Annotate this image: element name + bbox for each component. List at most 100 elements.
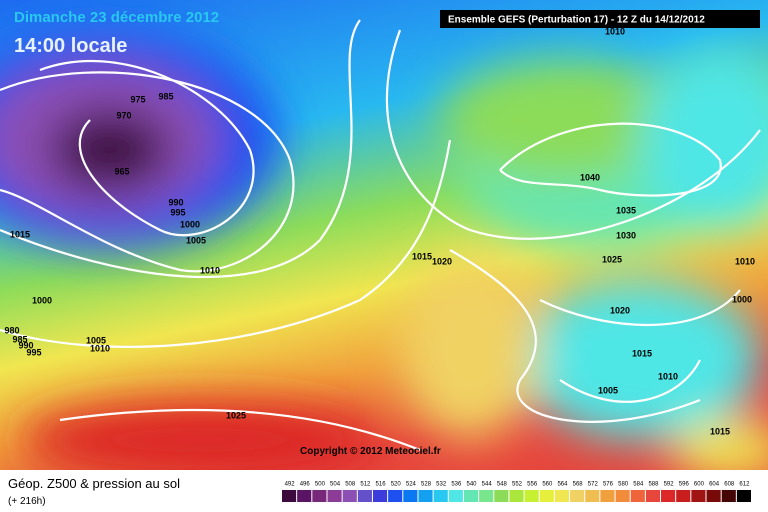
isobars xyxy=(0,19,761,452)
scale-label: 552 xyxy=(512,482,523,488)
model-box xyxy=(440,10,760,28)
scale-swatch xyxy=(403,490,418,502)
date-label: Dimanche 23 décembre 2012 xyxy=(14,9,219,26)
isobar-label: 1000 xyxy=(732,294,752,304)
scale-label: 556 xyxy=(527,482,538,488)
scale-label: 548 xyxy=(497,482,508,488)
scale-label: 588 xyxy=(648,482,659,488)
scale-swatch xyxy=(706,490,721,502)
isobar-label: 990 xyxy=(168,197,183,207)
scale-swatch xyxy=(524,490,539,502)
isobar-label: 1015 xyxy=(10,229,30,239)
scale-label: 612 xyxy=(739,482,750,488)
scale-label: 492 xyxy=(285,482,296,488)
scale-label: 540 xyxy=(467,482,478,488)
scale-swatch xyxy=(494,490,509,502)
isobar-label: 1010 xyxy=(605,26,625,36)
scale-swatch xyxy=(388,490,403,502)
scale-swatch xyxy=(736,490,751,502)
isobar-label: 1015 xyxy=(412,251,432,261)
isobar-label: 1025 xyxy=(226,410,246,420)
scale-label: 520 xyxy=(391,482,402,488)
scale-swatch xyxy=(615,490,630,502)
scale-swatch xyxy=(297,490,312,502)
scale-swatch xyxy=(691,490,706,502)
scale-label: 536 xyxy=(451,482,462,488)
scale-swatch xyxy=(479,490,494,502)
copyright: Copyright © 2012 Meteociel.fr xyxy=(300,446,441,457)
isobar-label: 1020 xyxy=(432,256,452,266)
isobar-label: 1005 xyxy=(598,385,618,395)
isobar-label: 1005 xyxy=(86,335,106,345)
scale-label: 580 xyxy=(618,482,629,488)
scale-label: 568 xyxy=(573,482,584,488)
scale-label: 504 xyxy=(330,482,341,488)
footer-title: Géop. Z500 & pression au sol xyxy=(8,476,180,491)
scale-label: 608 xyxy=(724,482,735,488)
scale-label: 500 xyxy=(315,482,326,488)
isobar-label: 975 xyxy=(130,94,145,104)
isobar-label: 1010 xyxy=(735,256,755,266)
scale-swatch xyxy=(372,490,388,502)
isobar-label: 1040 xyxy=(580,172,600,182)
scale-label: 512 xyxy=(360,482,371,488)
footer-lead: (+ 216h) xyxy=(8,496,46,507)
scale-label: 604 xyxy=(709,482,720,488)
isobar-label: 985 xyxy=(12,334,27,344)
scale-swatch xyxy=(554,490,570,502)
scale-label: 524 xyxy=(406,482,417,488)
scale-swatch xyxy=(676,490,691,502)
isobar-label: 1000 xyxy=(32,295,52,305)
isobar-label: 1010 xyxy=(658,371,678,381)
scale-swatch xyxy=(282,490,297,502)
scale-swatch xyxy=(570,490,585,502)
scale-label: 516 xyxy=(376,482,387,488)
isobar-label: 995 xyxy=(26,347,41,357)
isobar-label: 1015 xyxy=(710,426,730,436)
scale-label: 600 xyxy=(694,482,705,488)
scale-label: 584 xyxy=(633,482,644,488)
scale-label: 564 xyxy=(557,482,568,488)
isobar-label: 1035 xyxy=(616,205,636,215)
isobar-label: 980 xyxy=(4,325,19,335)
scale-swatch xyxy=(661,490,676,502)
isobar-label: 1020 xyxy=(610,305,630,315)
scale-label: 560 xyxy=(542,482,553,488)
scale-swatch xyxy=(433,490,448,502)
isobar-label: 1010 xyxy=(200,265,220,275)
scale-label: 576 xyxy=(603,482,614,488)
scale-swatch xyxy=(585,490,600,502)
scale-swatch xyxy=(357,490,372,502)
scale-swatch xyxy=(645,490,661,502)
scale-label: 532 xyxy=(436,482,447,488)
time-label: 14:00 locale xyxy=(14,35,127,57)
scale-swatch xyxy=(327,490,342,502)
isobar-label: 1000 xyxy=(180,219,200,229)
isobar-label: 1010 xyxy=(90,343,110,353)
scale-swatch xyxy=(463,490,479,502)
scale-label: 596 xyxy=(679,482,690,488)
geopotential-field xyxy=(0,30,768,480)
isobar-label: 990 xyxy=(18,340,33,350)
scale-swatch xyxy=(418,490,433,502)
model-label: Ensemble GEFS (Perturbation 17) - 12 Z d… xyxy=(448,15,705,26)
scale-label: 528 xyxy=(421,482,432,488)
scale-label: 592 xyxy=(664,482,675,488)
scale-label: 572 xyxy=(588,482,599,488)
scale-swatch xyxy=(448,490,463,502)
scale-swatch xyxy=(509,490,524,502)
isobar-label: 1005 xyxy=(186,235,206,245)
scale-swatch xyxy=(342,490,357,502)
isobar-label: 1025 xyxy=(602,254,622,264)
scale-label: 508 xyxy=(345,482,356,488)
isobar-label: 995 xyxy=(170,207,185,217)
scale-swatch xyxy=(312,490,327,502)
scale-swatch xyxy=(721,490,736,502)
scale-label: 496 xyxy=(300,482,311,488)
isobar-label: 970 xyxy=(116,110,131,120)
isobar-label: 965 xyxy=(114,166,129,176)
scale-swatch xyxy=(630,490,645,502)
isobar-label: 1030 xyxy=(616,230,636,240)
